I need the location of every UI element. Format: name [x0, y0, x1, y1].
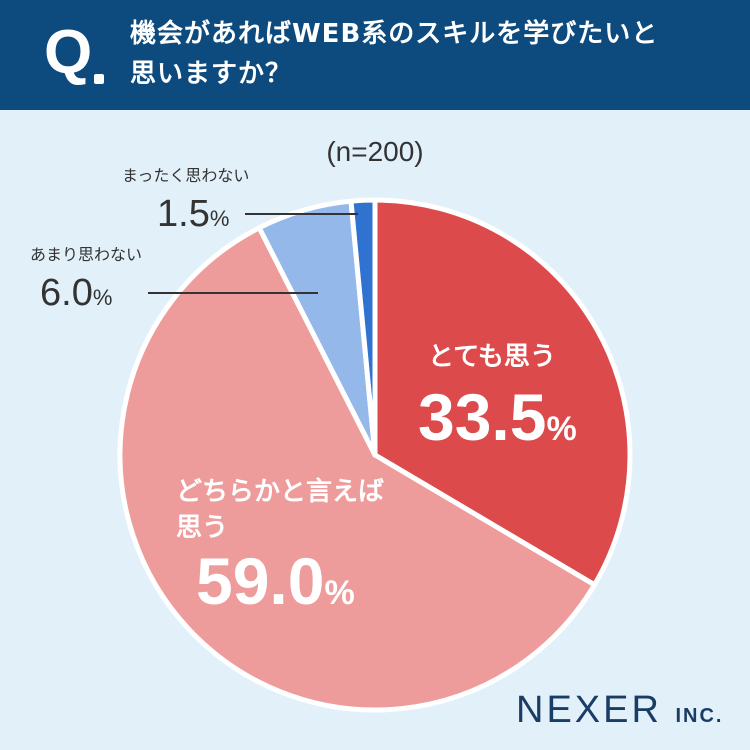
- q-dot: [94, 74, 104, 84]
- slice-value-strongly-agree: 33.5%: [418, 382, 577, 464]
- value-number: 6.0: [40, 272, 93, 314]
- slice-value-somewhat-disagree: 6.0%: [40, 273, 112, 318]
- value-number: 1.5: [157, 193, 210, 235]
- slice-label-strongly-disagree: まったく思わない: [122, 166, 250, 185]
- logo-name: NEXER: [516, 689, 662, 731]
- slice-label-somewhat-disagree: あまり思わない: [30, 245, 143, 264]
- percent-sign: %: [209, 206, 230, 231]
- question-header: Q 機会があればWEB系のスキルを学びたいと 思いますか？: [0, 0, 750, 110]
- slice-label-line-1: どちらかと言えば: [176, 477, 385, 507]
- sample-size-label: (n=200): [326, 136, 424, 167]
- slice-label-somewhat-agree: どちらかと言えば 思う: [176, 474, 384, 546]
- slice-somewhat-agree: [117, 225, 597, 713]
- pie-slices: [117, 197, 633, 713]
- value-number: 33.5: [418, 380, 547, 454]
- slice-strongly-disagree: [348, 197, 378, 458]
- logo-suffix: INC.: [675, 705, 724, 727]
- nexer-logo: NEXER INC.: [516, 690, 723, 736]
- percent-sign: %: [92, 285, 113, 310]
- slice-strongly-agree: [372, 197, 633, 588]
- percent-sign: %: [324, 574, 355, 612]
- value-number: 59.0: [196, 544, 325, 618]
- q-mark: Q: [44, 18, 93, 87]
- slice-value-strongly-disagree: 1.5%: [157, 194, 229, 239]
- question-line-1: 機会があればWEB系のスキルを学びたいと: [130, 19, 659, 49]
- question-line-2: 思いますか？: [130, 59, 293, 89]
- question-text: 機会があればWEB系のスキルを学びたいと 思いますか？: [130, 14, 730, 94]
- slice-label-line-2: 思う: [176, 513, 229, 543]
- slice-label-strongly-agree: とても思う: [428, 342, 556, 372]
- slice-value-somewhat-agree: 59.0%: [196, 546, 355, 628]
- percent-sign: %: [546, 410, 577, 448]
